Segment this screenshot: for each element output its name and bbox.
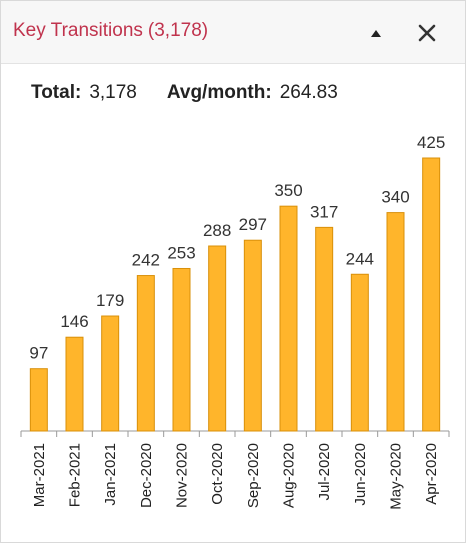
x-tick-label: Jul-2020	[316, 443, 333, 501]
bar-dec-2020[interactable]	[136, 275, 155, 432]
panel-title-count: (3,178)	[147, 20, 209, 41]
data-label: 288	[203, 221, 231, 240]
x-tick-label: Nov-2020	[174, 443, 191, 508]
data-label: 297	[239, 215, 267, 234]
bar-sep-2020[interactable]	[243, 239, 262, 432]
bar-jun-2020[interactable]	[350, 273, 369, 432]
x-tick-label: Mar-2021	[31, 443, 48, 507]
close-x-icon	[418, 24, 436, 42]
x-tick-label: Apr-2020	[423, 443, 440, 505]
close-button[interactable]	[411, 15, 443, 49]
x-tick-label: Sep-2020	[245, 443, 262, 508]
avg-value: 264.83	[279, 82, 338, 103]
data-label: 97	[29, 344, 48, 363]
data-label: 317	[310, 202, 338, 221]
bar-jul-2020[interactable]	[315, 226, 334, 432]
x-tick-label: May-2020	[388, 443, 405, 510]
x-tick-label: Feb-2021	[67, 443, 84, 507]
bar-jan-2021[interactable]	[101, 315, 120, 432]
x-tick-label: Dec-2020	[138, 443, 155, 508]
data-label: 179	[96, 291, 124, 310]
collapse-button[interactable]	[360, 15, 392, 49]
data-label: 242	[132, 251, 160, 270]
data-label: 350	[274, 181, 302, 200]
data-label: 146	[60, 312, 88, 331]
data-label: 244	[346, 249, 374, 268]
x-tick-label: Jun-2020	[352, 443, 369, 506]
x-tick-label: Jan-2021	[102, 443, 119, 506]
data-label: 253	[167, 243, 195, 262]
panel-title-text: Key Transitions	[13, 20, 143, 41]
bar-nov-2020[interactable]	[172, 267, 191, 432]
total-label: Total:	[31, 82, 82, 103]
x-tick-label: Aug-2020	[281, 443, 298, 508]
summary-stats: Total: 3,178 Avg/month: 264.83	[31, 82, 338, 104]
x-tick-label: Oct-2020	[209, 443, 226, 505]
avg-label: Avg/month:	[166, 82, 272, 103]
bar-mar-2021[interactable]	[29, 368, 48, 432]
triangle-up-icon	[371, 30, 381, 37]
data-label: 425	[417, 133, 445, 152]
panel-title: Key Transitions (3,178)	[13, 20, 208, 42]
panel-header: Key Transitions (3,178)	[1, 1, 465, 64]
bar-apr-2020[interactable]	[422, 157, 441, 432]
total-value: 3,178	[89, 82, 137, 103]
data-label: 340	[381, 188, 409, 207]
bar-may-2020[interactable]	[386, 212, 405, 432]
bar-aug-2020[interactable]	[279, 205, 298, 432]
bar-feb-2021[interactable]	[65, 336, 84, 432]
bar-oct-2020[interactable]	[208, 245, 227, 432]
